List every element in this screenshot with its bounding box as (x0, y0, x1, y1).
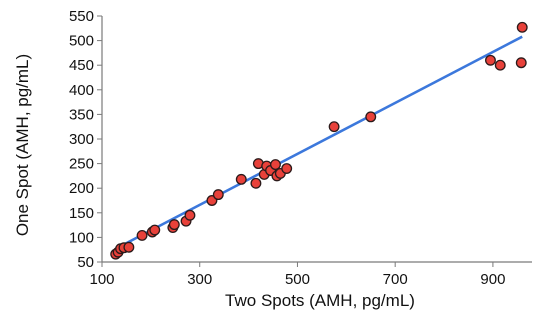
y-tick-label: 400 (69, 82, 94, 99)
data-point (516, 21, 528, 33)
x-tick-label: 700 (383, 271, 408, 288)
trend-line-layer (116, 35, 523, 250)
x-tick-label: 500 (285, 271, 310, 288)
x-axis-tick-labels: 100 300 500 700 900 (89, 271, 505, 288)
y-tick-label: 350 (69, 106, 94, 123)
y-tick-label: 450 (69, 57, 94, 74)
y-tick-label: 250 (69, 156, 94, 173)
y-tick-label: 50 (77, 254, 94, 271)
x-axis-title: Two Spots (AMH, pg/mL) (225, 291, 415, 310)
data-point (149, 224, 161, 236)
data-point (270, 159, 281, 171)
data-point (250, 177, 262, 189)
y-tick-label: 200 (69, 180, 94, 197)
axes (97, 15, 532, 267)
data-point (123, 241, 135, 253)
data-point (168, 219, 180, 231)
data-point (184, 209, 196, 221)
data-point (281, 163, 293, 174)
data-point (212, 189, 224, 201)
data-point (235, 173, 247, 185)
data-point (515, 57, 527, 69)
x-tick-label: 100 (89, 271, 114, 288)
x-tick-label: 900 (480, 271, 505, 288)
y-tick-label: 100 (69, 229, 94, 246)
y-tick-label: 550 (69, 8, 94, 25)
y-tick-label: 300 (69, 131, 94, 148)
y-tick-label: 500 (69, 33, 94, 50)
data-point (328, 121, 340, 133)
trend-line (116, 35, 523, 250)
y-axis-tick-labels: 50 100 150 200 250 300 350 400 450 500 550 (69, 8, 94, 271)
y-axis-title: One Spot (AMH, pg/mL) (13, 54, 32, 236)
data-point (136, 229, 148, 241)
x-tick-label: 300 (187, 271, 212, 288)
data-point (485, 54, 496, 66)
data-point (365, 111, 377, 123)
data-points (110, 21, 528, 260)
y-tick-label: 150 (69, 205, 94, 222)
data-point (494, 59, 506, 71)
